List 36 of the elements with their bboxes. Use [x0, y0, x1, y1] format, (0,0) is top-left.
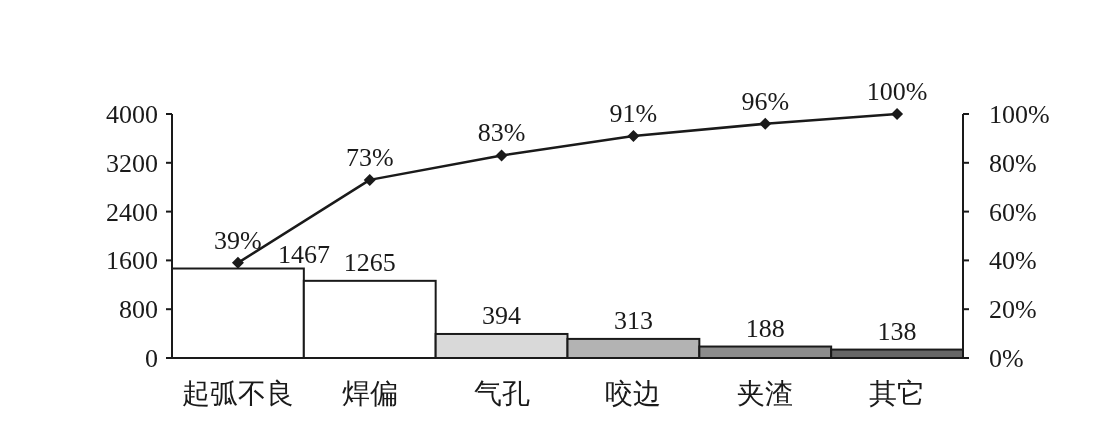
- point: [891, 108, 904, 120]
- x-tick-label: 起弧不良: [181, 378, 294, 409]
- data-label: 1467: [277, 239, 330, 269]
- y-tick-label: 3200: [106, 148, 158, 178]
- y-tick-label: 4000: [106, 100, 158, 129]
- x-tick-label: 夹渣: [737, 378, 794, 409]
- data-label: 313: [613, 305, 653, 335]
- data-label: 96%: [741, 86, 790, 116]
- y2-tick-label: 0%: [989, 344, 1024, 373]
- y2-tick-label: 20%: [989, 295, 1037, 325]
- data-label: 394: [482, 300, 522, 330]
- data-label: 138: [877, 316, 917, 346]
- point: [759, 117, 772, 130]
- x-tick-label: 咬边: [605, 378, 662, 409]
- point: [363, 173, 376, 186]
- x-tick-label: 其它: [869, 378, 926, 409]
- point: [231, 256, 244, 269]
- y-tick-label: 2400: [106, 197, 158, 227]
- data-label: 100%: [866, 77, 928, 106]
- x-tick-label: 焊偏: [341, 378, 398, 409]
- data-label: 1265: [343, 247, 396, 277]
- y2-tick-label: 60%: [989, 197, 1037, 227]
- y2-tick-label: 80%: [989, 148, 1037, 178]
- y2-tick-label: 100%: [989, 100, 1050, 129]
- data-label: 39%: [214, 225, 262, 255]
- data-label: 91%: [609, 98, 658, 128]
- y-tick-label: 0: [145, 344, 158, 373]
- y-tick-label: 1600: [106, 246, 158, 276]
- data-label: 188: [745, 313, 785, 343]
- y2-tick-label: 40%: [989, 246, 1037, 276]
- x-tick-label: 气孔: [473, 378, 530, 409]
- data-label: 83%: [477, 118, 526, 148]
- point: [627, 129, 640, 142]
- point: [495, 149, 508, 162]
- y-tick-label: 800: [119, 295, 158, 325]
- data-label: 73%: [345, 142, 394, 172]
